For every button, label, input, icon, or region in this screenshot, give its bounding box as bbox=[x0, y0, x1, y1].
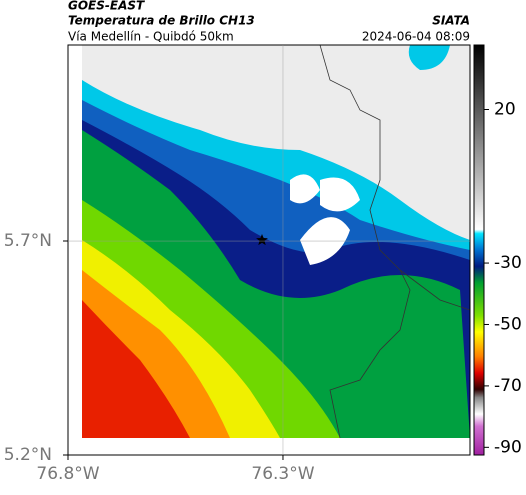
colorbar-tick-label: -30 bbox=[494, 253, 522, 273]
source: GOES-EAST bbox=[68, 0, 145, 13]
location-marker bbox=[256, 234, 268, 246]
x-tick-label: 76.3°W bbox=[251, 464, 314, 484]
colorbar-tick-label: 20 bbox=[494, 99, 516, 119]
y-tick-label: 5.7°N bbox=[4, 231, 52, 251]
datetime: 2024-06-04 08:09 bbox=[362, 30, 470, 44]
colorbar bbox=[473, 44, 485, 456]
satellite-image bbox=[82, 45, 470, 438]
map-frame bbox=[67, 44, 471, 456]
agency: SIATA bbox=[432, 14, 470, 28]
colorbar-tick-label: -70 bbox=[494, 376, 522, 396]
x-tick-label: 76.8°W bbox=[36, 464, 99, 484]
colorbar-tick-label: -90 bbox=[494, 437, 522, 457]
colorbar-tick-label: -50 bbox=[494, 314, 522, 334]
y-tick-label: 5.2°N bbox=[4, 445, 52, 465]
product: Temperatura de Brillo CH13 bbox=[68, 14, 255, 28]
region: Vía Medellín - Quibdó 50km bbox=[68, 30, 234, 44]
